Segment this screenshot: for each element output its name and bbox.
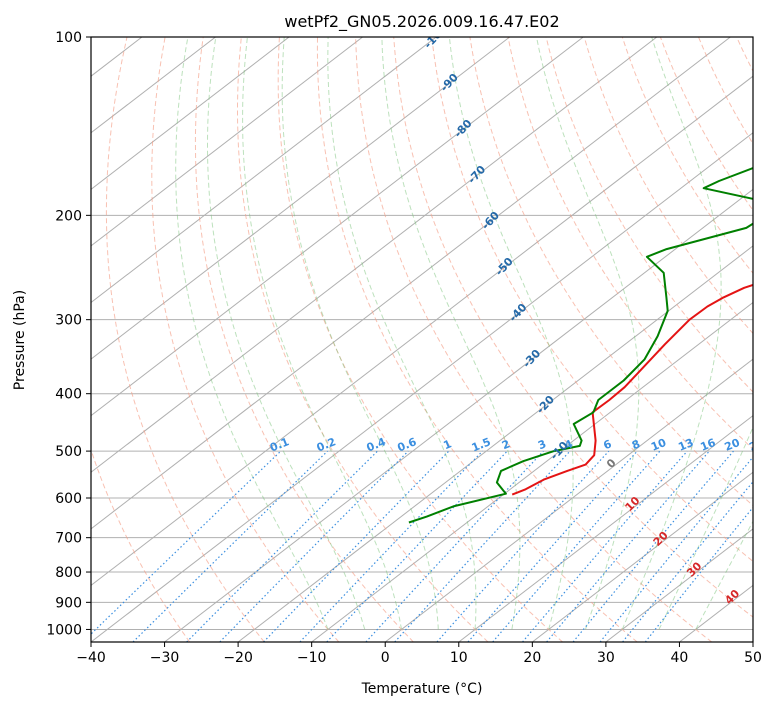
dry-adiabat-line [583,37,753,335]
moist-adiabat-line [207,37,366,630]
moist-adiabat-line [448,37,574,630]
dry-adiabat-line [355,37,713,642]
mixing-ratio-line [132,450,329,642]
dry-adiabat-line [431,37,753,563]
isotherm-line [91,75,753,587]
x-tick-label: 30 [597,650,615,666]
isotherm-line [91,37,584,417]
mixing-ratio-line [219,450,409,642]
isotherm-line [91,37,511,360]
y-tick-label: 200 [55,208,82,224]
isotherm-line [384,358,753,642]
y-tick-label: 1000 [46,622,82,638]
mixing-ratio-label: 13 [676,436,695,454]
mixing-ratio-line [394,450,571,642]
moist-adiabat-line [658,426,753,630]
x-axis-label: Temperature (°C) [361,681,483,697]
moist-adiabat-line [621,37,722,630]
mixing-ratio-label: 16 [698,436,717,454]
x-tick-label: −10 [297,650,327,666]
moist-adiabat-line [327,37,477,630]
mixing-ratio-label: 25 [747,436,766,454]
x-tick-label: 10 [450,650,468,666]
chart-title: wetPf2_GN05.2026.009.16.47.E02 [284,12,559,32]
isotherm-line [91,37,363,247]
isotherm-line [91,37,290,190]
moist-adiabat-line [381,37,521,630]
mixing-ratio-line [467,450,638,642]
moist-adiabat-line [281,37,439,630]
y-tick-label: 500 [55,444,82,460]
x-tick-label: −20 [223,650,253,666]
x-tick-label: −30 [150,650,180,666]
mixing-ratio-line [436,450,610,642]
mixing-ratio-label: 20 [723,436,742,454]
moist-adiabat-line [536,37,640,630]
mixing-ratio-line [263,450,450,642]
mixing-ratio-label: 8 [630,437,642,452]
dry-adiabat-line [194,37,414,642]
isotherm-line [458,415,753,642]
dry-adiabat-line [316,37,638,642]
dry-adiabat-line [151,37,340,642]
dry-adiabat-line [105,37,265,642]
isotherm-line [311,301,753,642]
isotherm-line [164,188,753,642]
mixing-ratio-label: 3 [536,437,548,452]
mixing-ratio-label: 1 [442,437,454,452]
y-tick-label: 400 [55,387,82,403]
isotherm-line [605,528,753,642]
dry-adiabat-line [91,448,191,642]
sounding-series-1 [408,167,753,524]
isotherm-line [91,37,437,304]
sounding-series-0 [511,283,753,496]
y-tick-label: 100 [55,30,82,46]
mixing-ratio-label: 10 [649,436,668,454]
y-tick-label: 800 [55,565,82,581]
dry-adiabat-line [277,37,563,642]
isotherm-line [91,37,731,530]
moist-adiabat-line [242,37,402,630]
y-tick-label: 600 [55,491,82,507]
dry-adiabat-line [237,37,489,642]
mixing-ratio-line [91,450,282,635]
isotherm-line [237,245,753,642]
mixing-ratio-line [299,450,483,642]
mixing-ratio-line [599,456,753,642]
mixing-ratio-line [572,450,734,642]
isotherm-line [91,132,753,642]
x-tick-label: 20 [523,650,541,666]
mixing-ratio-line [186,450,378,642]
x-tick-label: 50 [744,650,762,666]
y-tick-label: 900 [55,595,82,611]
isotherm-line [91,37,658,473]
dry-adiabat-line [393,37,753,618]
x-tick-label: −40 [76,650,106,666]
x-tick-label: 40 [671,650,689,666]
mixing-ratio-label: 2 [500,437,512,452]
dry-adiabat-line [545,37,753,393]
y-tick-label: 300 [55,313,82,329]
mixing-ratio-line [622,480,753,642]
plot-frame [90,36,754,643]
moist-adiabat-line [175,37,329,630]
mixing-ratio-line [326,450,508,642]
x-tick-label: 0 [381,650,390,666]
y-tick-label: 700 [55,531,82,547]
isotherm-line [532,471,753,642]
y-axis-label: Pressure (hPa) [12,290,28,390]
